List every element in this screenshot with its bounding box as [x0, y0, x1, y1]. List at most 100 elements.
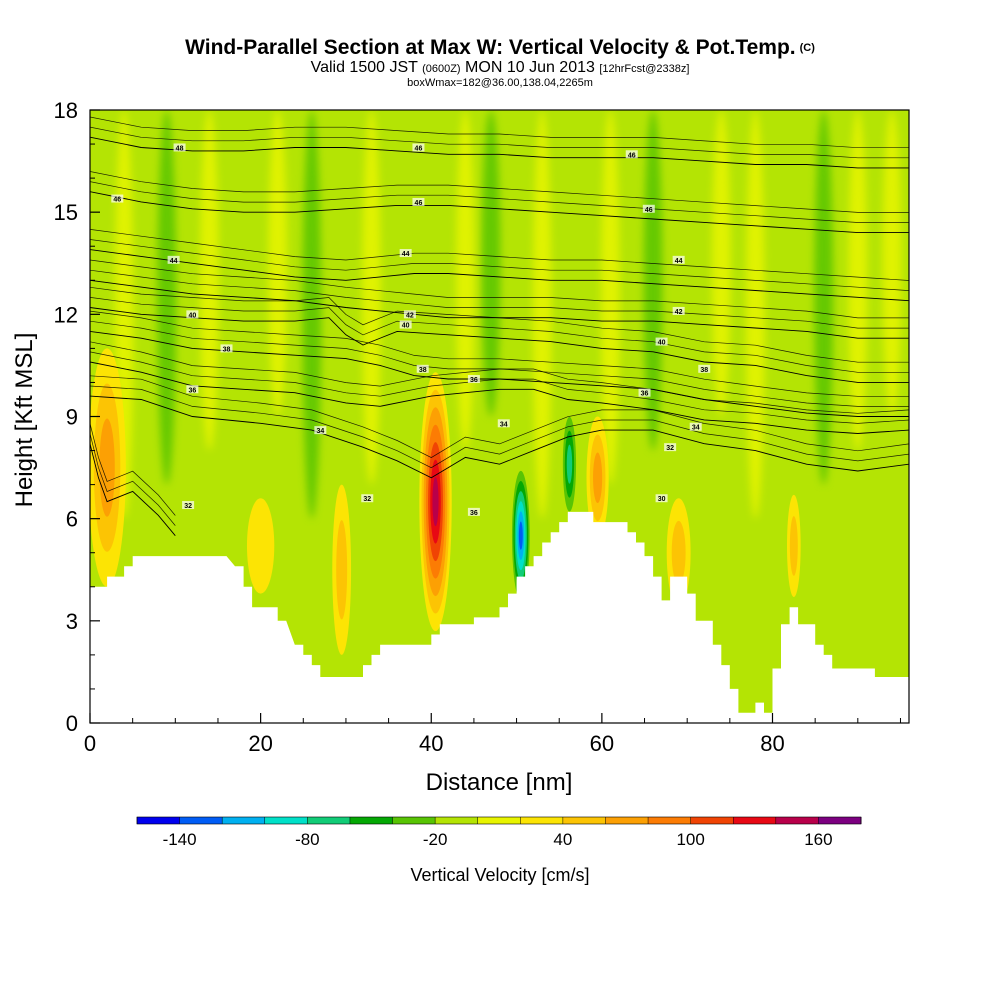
y-tick-label: 12 [54, 302, 78, 327]
colorbar-bin [562, 817, 606, 824]
isentrope-line [90, 320, 909, 407]
updraft-cell [586, 416, 609, 540]
isentrope-label-bg [664, 443, 677, 452]
colorbar-bin [648, 817, 692, 824]
isentrope-label: 46 [113, 197, 121, 204]
colorbar-bin [349, 817, 394, 824]
updraft-cell-level [789, 516, 798, 576]
isentrope-label: 48 [176, 145, 184, 152]
valid-date: MON 10 Jun 2013 [465, 59, 595, 76]
isentrope-label: 30 [658, 496, 666, 503]
downdraft-cell-level [518, 521, 523, 550]
isentrope-label: 44 [675, 258, 683, 265]
isentrope-line [90, 181, 909, 223]
y-tick-label: 9 [66, 405, 78, 430]
isentrope-line [90, 361, 909, 434]
isentrope-label-bg [655, 337, 668, 346]
x-tick-label: 40 [419, 731, 443, 756]
isentrope-label: 34 [692, 425, 700, 432]
field-band [814, 110, 834, 485]
isentrope-line [90, 126, 909, 159]
x-tick-label: 20 [248, 731, 272, 756]
colorbar-bin [392, 817, 436, 824]
field-band [481, 110, 501, 417]
isentrope-line [90, 171, 909, 213]
isentrope-label-bg [689, 422, 702, 431]
isentrope-label: 34 [316, 428, 324, 435]
isentrope-label-bg [625, 150, 638, 159]
downdraft-cell [792, 433, 805, 502]
isentrope-line [90, 307, 909, 383]
x-tick-label: 80 [760, 731, 784, 756]
isentrope-label: 40 [402, 323, 410, 330]
isentrope-label: 44 [402, 251, 410, 258]
updraft-cell [787, 494, 801, 597]
isentrope-line [90, 286, 909, 363]
isentrope-label-bg [111, 194, 124, 203]
y-tick-label: 6 [66, 507, 78, 532]
colorbar-bin [733, 817, 777, 824]
isentrope-label: 36 [641, 391, 649, 398]
isentrope-label: 36 [470, 377, 478, 384]
y-tick-label: 0 [66, 711, 78, 736]
downdraft-cell-level [566, 444, 573, 484]
isentrope-label: 40 [658, 340, 666, 347]
colorbar-tick-label: 160 [804, 830, 832, 849]
colorbar-bin [222, 817, 266, 824]
colorbar-bin [690, 817, 734, 824]
isentrope-label: 46 [415, 145, 423, 152]
isentrope-label-bg [642, 204, 655, 213]
isentrope-line [90, 423, 176, 516]
isentrope-label: 42 [406, 312, 414, 319]
isentrope-label-bg [655, 494, 668, 503]
isentrope-line [90, 443, 176, 536]
isentrope-label: 40 [188, 312, 196, 319]
y-tick-label: 3 [66, 609, 78, 634]
colorbar-bin [775, 817, 819, 824]
isentrope-label: 36 [470, 510, 478, 517]
isentrope-label-bg [638, 388, 651, 397]
isentrope-label-bg [672, 255, 685, 264]
field-band [711, 110, 731, 417]
isentrope-label-bg [186, 310, 199, 319]
isentrope-line [90, 310, 909, 397]
isentrope-label: 44 [170, 258, 178, 265]
x-tick-label: 0 [84, 731, 96, 756]
isentrope-label-bg [467, 507, 480, 516]
isentrope-label: 38 [700, 367, 708, 374]
colorbar-bin [520, 817, 564, 824]
isentrope-label: 32 [184, 503, 192, 510]
colorbar-tick-label: -80 [295, 830, 320, 849]
isentrope-label-bg [672, 306, 685, 315]
isentrope-line [90, 259, 909, 319]
isentrope-label-bg [182, 501, 195, 510]
isentrope-label: 34 [500, 421, 508, 428]
isentrope-label-bg [412, 143, 425, 152]
updraft-cell-level [593, 452, 603, 504]
field-band [268, 110, 288, 417]
forecast-info: [12hrFcst@2338z] [599, 63, 690, 75]
field-band [362, 110, 381, 485]
downdraft-cell [397, 457, 418, 635]
isentrope-line [90, 433, 176, 526]
field-band [157, 110, 177, 485]
colorbar-bin [137, 817, 181, 824]
y-axis-label: Height [Kft MSL] [11, 333, 38, 508]
isentrope-label-bg [220, 344, 233, 353]
colorbar-bin [818, 817, 862, 824]
isentrope-label-bg [698, 364, 711, 373]
isentrope-label: 36 [188, 387, 196, 394]
field-band [746, 110, 765, 519]
isentrope-label-bg [361, 494, 374, 503]
field-band [455, 110, 475, 451]
isentrope-line [90, 395, 909, 479]
colorbar-bin [179, 817, 223, 824]
isentrope-label-bg [167, 255, 180, 264]
isentrope-label-bg [399, 249, 412, 258]
isentrope-label-bg [416, 364, 429, 373]
downdraft-cell-level [397, 457, 418, 635]
updraft-cell [419, 372, 452, 632]
isentrope-line [90, 229, 909, 281]
isentrope-label: 32 [363, 496, 371, 503]
